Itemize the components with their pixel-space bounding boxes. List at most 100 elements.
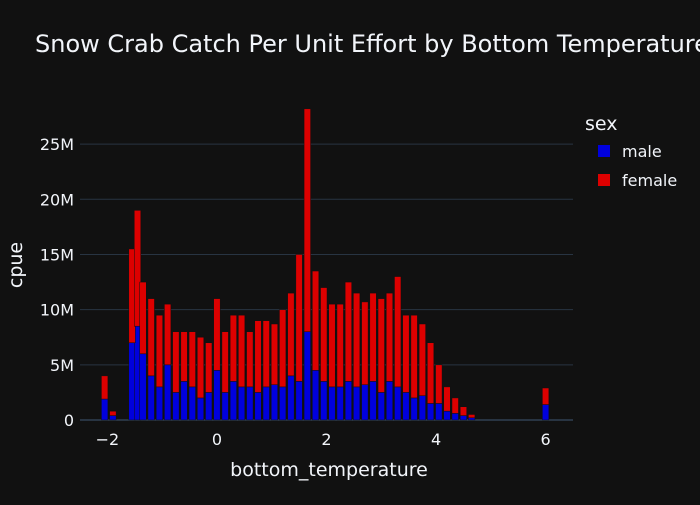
bar-male[interactable]: [418, 395, 426, 421]
bar-female[interactable]: [205, 342, 213, 393]
bar-female[interactable]: [109, 410, 117, 416]
bar-male[interactable]: [270, 384, 278, 421]
bar-male[interactable]: [451, 413, 459, 421]
x-tick-label: 4: [431, 430, 441, 449]
bar-male[interactable]: [312, 370, 320, 421]
bar-male[interactable]: [221, 392, 229, 421]
bar-male[interactable]: [246, 386, 254, 421]
bar-female[interactable]: [320, 287, 328, 382]
bar-male[interactable]: [295, 381, 303, 421]
bar-male[interactable]: [303, 331, 311, 421]
bar-female[interactable]: [155, 314, 163, 388]
bar-female[interactable]: [369, 292, 377, 382]
bar-female[interactable]: [353, 292, 361, 388]
bar-male[interactable]: [328, 386, 336, 421]
bar-female[interactable]: [385, 292, 393, 382]
bar-female[interactable]: [328, 303, 336, 388]
bar-male[interactable]: [213, 370, 221, 421]
bar-male[interactable]: [443, 410, 451, 421]
x-tick-label: −2: [96, 430, 120, 449]
bar-female[interactable]: [344, 281, 352, 382]
bar-female[interactable]: [377, 298, 385, 393]
bar-female[interactable]: [246, 331, 254, 388]
bar-male[interactable]: [188, 386, 196, 421]
bar-female[interactable]: [188, 331, 196, 388]
bar-male[interactable]: [254, 392, 262, 421]
bar-female[interactable]: [229, 314, 237, 382]
bar-female[interactable]: [197, 336, 205, 399]
bar-male[interactable]: [197, 397, 205, 421]
bar-female[interactable]: [394, 276, 402, 388]
bar-female[interactable]: [139, 281, 147, 355]
bar-male[interactable]: [279, 386, 287, 421]
bar-male[interactable]: [262, 386, 270, 421]
bar-female[interactable]: [238, 314, 246, 388]
bar-male[interactable]: [164, 364, 172, 421]
legend-item-male[interactable]: male: [598, 142, 662, 161]
bar-female[interactable]: [262, 320, 270, 388]
legend-label-male: male: [622, 142, 662, 161]
bar-male[interactable]: [385, 381, 393, 421]
bar-female[interactable]: [287, 292, 295, 377]
bar-male[interactable]: [468, 417, 476, 421]
legend-item-female[interactable]: female: [598, 171, 677, 190]
bar-female[interactable]: [336, 303, 344, 388]
bar-female[interactable]: [402, 314, 410, 393]
bar-male[interactable]: [229, 381, 237, 421]
bar-male[interactable]: [361, 384, 369, 421]
bar-female[interactable]: [172, 331, 180, 393]
bar-male[interactable]: [320, 381, 328, 421]
bar-male[interactable]: [238, 386, 246, 421]
x-axis-ticks: −2 0 2 4 6: [96, 430, 551, 449]
bar-male[interactable]: [287, 375, 295, 421]
bar-female[interactable]: [451, 397, 459, 414]
bar-male[interactable]: [402, 392, 410, 421]
bar-female[interactable]: [180, 331, 188, 382]
bar-female[interactable]: [295, 254, 303, 382]
bar-male[interactable]: [344, 381, 352, 421]
bar-female[interactable]: [213, 298, 221, 371]
bar-male[interactable]: [109, 415, 117, 421]
bar-male[interactable]: [336, 386, 344, 421]
bar-male[interactable]: [205, 392, 213, 421]
bar-male[interactable]: [369, 381, 377, 421]
bar-female[interactable]: [418, 323, 426, 396]
bar-male[interactable]: [180, 381, 188, 421]
bar-male[interactable]: [377, 392, 385, 421]
bar-female[interactable]: [542, 387, 550, 405]
bar-female[interactable]: [459, 406, 467, 416]
bar-male[interactable]: [542, 404, 550, 421]
bar-male[interactable]: [410, 397, 418, 421]
bar-male[interactable]: [459, 415, 467, 421]
bar-female[interactable]: [221, 331, 229, 393]
bar-female[interactable]: [147, 298, 155, 377]
bar-female[interactable]: [254, 320, 262, 393]
bar-male[interactable]: [101, 398, 109, 421]
bar-male[interactable]: [427, 403, 435, 421]
bar-male[interactable]: [435, 403, 443, 421]
y-tick-label: 15M: [40, 245, 74, 264]
bar-female[interactable]: [164, 303, 172, 366]
bar-female[interactable]: [279, 309, 287, 388]
bar-male[interactable]: [147, 375, 155, 421]
bar-male[interactable]: [155, 386, 163, 421]
bar-female[interactable]: [134, 210, 142, 327]
legend-title: sex: [585, 113, 618, 135]
bar-female[interactable]: [410, 314, 418, 399]
legend-label-female: female: [622, 171, 677, 190]
bar-female[interactable]: [101, 375, 109, 400]
legend-swatch-female: [598, 174, 610, 186]
bar-male[interactable]: [139, 353, 147, 421]
bar-male[interactable]: [394, 386, 402, 421]
bar-female[interactable]: [303, 108, 311, 332]
bar-male[interactable]: [172, 392, 180, 421]
bar-female[interactable]: [468, 414, 476, 419]
bar-female[interactable]: [435, 364, 443, 404]
bar-female[interactable]: [427, 342, 435, 404]
bar-female[interactable]: [270, 323, 278, 385]
bar-female[interactable]: [443, 386, 451, 412]
bar-female[interactable]: [312, 270, 320, 371]
bar-male[interactable]: [353, 386, 361, 421]
bar-female[interactable]: [361, 301, 369, 385]
